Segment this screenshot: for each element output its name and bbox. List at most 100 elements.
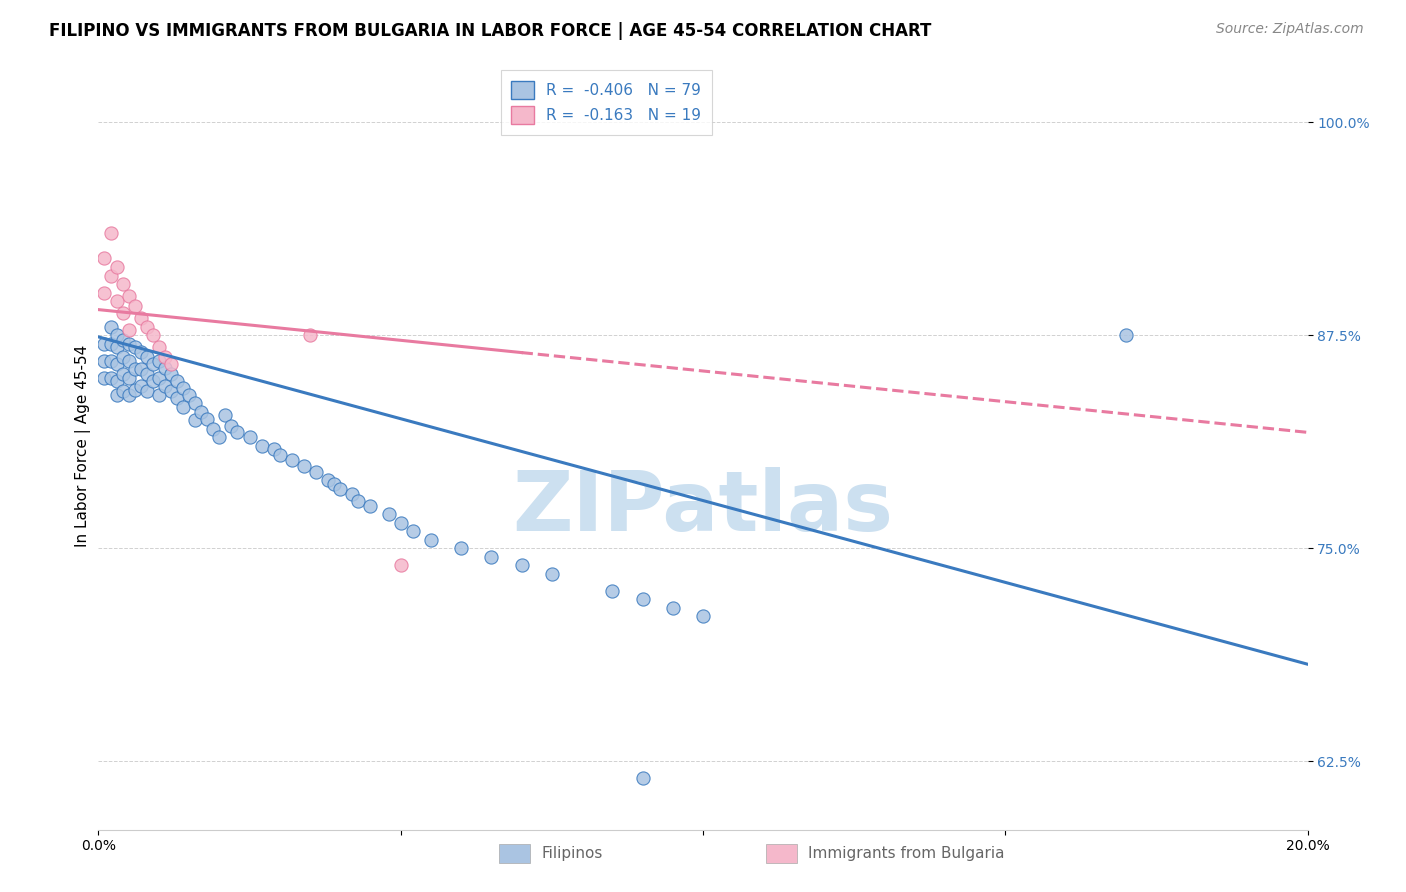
Point [450, 541, 472, 556]
Point [323, 476, 346, 491]
Point [202, 422, 225, 436]
Legend: R =  -0.406   N = 79, R =  -0.163   N = 19: R = -0.406 N = 79, R = -0.163 N = 19 [501, 70, 711, 135]
Point [118, 353, 141, 368]
Point [100, 353, 122, 368]
Point [105, 340, 128, 354]
Point [93, 252, 115, 266]
Point [631, 772, 654, 786]
Text: Immigrants from Bulgaria: Immigrants from Bulgaria [808, 847, 1005, 861]
Point [172, 400, 194, 414]
Point [342, 487, 364, 501]
Point [389, 558, 412, 573]
Y-axis label: In Labor Force | Age 45-54: In Labor Force | Age 45-54 [76, 345, 91, 547]
Point [329, 482, 352, 496]
Point [179, 388, 201, 402]
Point [148, 353, 170, 368]
Point [481, 549, 503, 564]
Point [93, 371, 115, 385]
Text: Filipinos: Filipinos [541, 847, 603, 861]
Point [105, 374, 128, 388]
Text: ZIPatlas: ZIPatlas [513, 467, 893, 548]
Point [631, 592, 654, 607]
Point [135, 319, 157, 334]
Text: FILIPINO VS IMMIGRANTS FROM BULGARIA IN LABOR FORCE | AGE 45-54 CORRELATION CHAR: FILIPINO VS IMMIGRANTS FROM BULGARIA IN … [49, 22, 932, 40]
Point [692, 609, 714, 624]
FancyBboxPatch shape [766, 844, 797, 863]
Point [661, 601, 683, 615]
Point [540, 566, 562, 581]
Point [160, 357, 183, 371]
Point [111, 368, 134, 382]
Point [250, 439, 273, 453]
Point [305, 465, 328, 479]
Point [118, 336, 141, 351]
Point [166, 374, 188, 388]
Point [100, 336, 122, 351]
FancyBboxPatch shape [499, 844, 530, 863]
Point [389, 516, 412, 530]
Point [602, 583, 624, 598]
Point [402, 524, 425, 539]
Point [135, 368, 157, 382]
Point [105, 260, 128, 274]
Point [360, 499, 382, 513]
Point [377, 507, 399, 521]
Point [129, 345, 152, 359]
Point [142, 374, 165, 388]
Point [160, 384, 183, 399]
Point [105, 328, 128, 343]
Point [124, 383, 146, 397]
Point [347, 493, 370, 508]
Point [148, 388, 170, 402]
Point [129, 379, 152, 393]
Point [292, 459, 315, 474]
Point [195, 411, 218, 425]
Point [316, 473, 339, 487]
Point [148, 371, 170, 385]
Point [299, 328, 322, 343]
Point [263, 442, 285, 457]
Point [124, 340, 146, 354]
Point [184, 413, 207, 427]
Point [118, 388, 141, 402]
Point [142, 328, 165, 343]
Text: Source: ZipAtlas.com: Source: ZipAtlas.com [1216, 22, 1364, 37]
Point [111, 277, 134, 291]
Point [105, 294, 128, 309]
Point [118, 289, 141, 303]
Point [269, 448, 291, 462]
Point [420, 533, 443, 547]
Point [129, 362, 152, 376]
Point [135, 384, 157, 399]
Point [93, 285, 115, 300]
Point [160, 368, 183, 382]
Point [1115, 328, 1137, 343]
Point [124, 362, 146, 376]
Point [111, 306, 134, 320]
Point [118, 323, 141, 337]
Point [135, 351, 157, 365]
Point [153, 351, 176, 365]
Point [93, 353, 115, 368]
Point [100, 268, 122, 283]
Point [100, 226, 122, 240]
Point [214, 409, 236, 423]
Point [100, 319, 122, 334]
Point [100, 371, 122, 385]
Point [105, 357, 128, 371]
Point [124, 299, 146, 313]
Point [153, 379, 176, 393]
Point [166, 391, 188, 405]
Point [226, 425, 249, 440]
Point [281, 452, 304, 467]
Point [510, 558, 533, 573]
Point [184, 396, 207, 410]
Point [111, 384, 134, 399]
Point [153, 360, 176, 375]
Point [142, 357, 165, 371]
Point [93, 336, 115, 351]
Point [221, 418, 243, 433]
Point [129, 311, 152, 326]
Point [190, 405, 212, 419]
Point [105, 388, 128, 402]
